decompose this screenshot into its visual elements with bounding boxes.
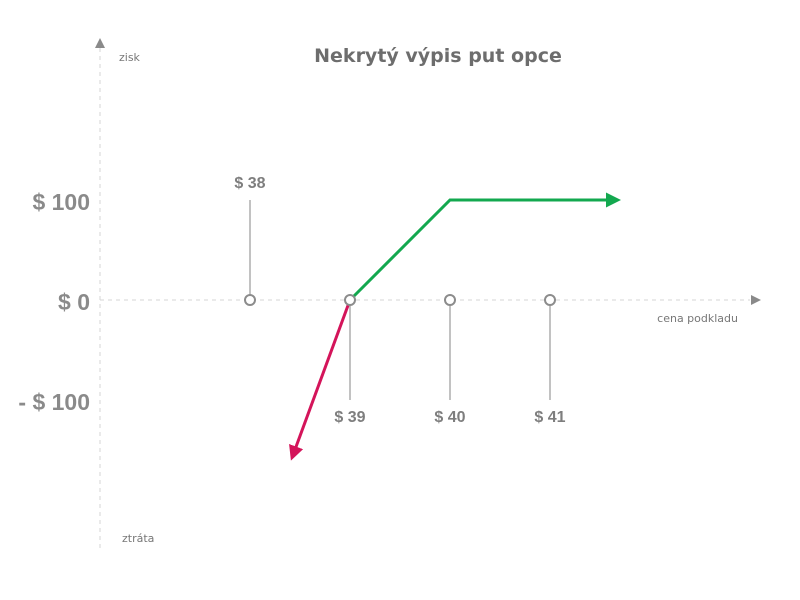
strike-point [244, 294, 256, 306]
strike-markers: $ 38 $ 39 $ 40 $ 41 [234, 175, 565, 426]
y-tick-label: - $ 100 [18, 389, 90, 415]
strike-point [344, 294, 356, 306]
profit-payoff-line [348, 192, 621, 302]
strike-label: $ 41 [534, 409, 565, 426]
y-tick-label: $ 100 [32, 189, 90, 215]
strike-label: $ 39 [334, 409, 365, 426]
chart-title: Nekrytý výpis put opce [314, 45, 562, 67]
x-axis-label: cena podkladu [657, 312, 738, 325]
x-axis-arrow-icon [751, 295, 761, 305]
y-axis-label-bottom: ztráta [122, 532, 154, 545]
y-tick-label: $ 0 [58, 289, 90, 315]
y-axis-arrow-icon [95, 38, 105, 48]
loss-payoff-line [289, 299, 352, 461]
strike-label: $ 38 [234, 175, 265, 192]
strike-point [544, 294, 556, 306]
payoff-series [244, 192, 621, 461]
strike-label: $ 40 [434, 409, 465, 426]
y-axis-label-top: zisk [119, 51, 141, 64]
strike-point [444, 294, 456, 306]
